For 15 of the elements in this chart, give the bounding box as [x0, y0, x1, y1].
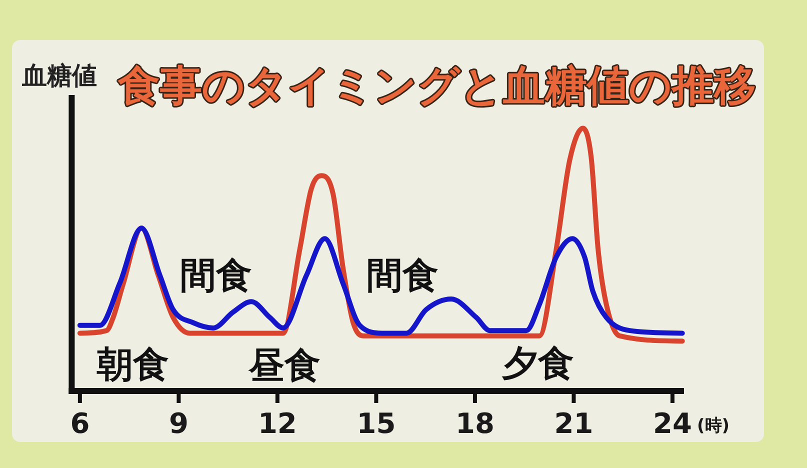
x-tick-label: 24 [652, 407, 692, 440]
annotation: 夕食 [501, 344, 574, 384]
annotation: 朝食 [96, 344, 169, 386]
x-tick-label: 21 [554, 407, 594, 440]
y-axis-title: 血糖値 [21, 61, 97, 90]
x-tick-label: 15 [356, 407, 396, 440]
annotation: 間食 [366, 256, 438, 296]
x-tick-label: 6 [70, 407, 90, 440]
x-tick-label: 12 [258, 407, 297, 440]
annotation: 昼食 [248, 346, 320, 386]
x-tick-label: 18 [455, 407, 494, 440]
annotation: 間食 [180, 256, 252, 296]
x-tick-label: 9 [168, 407, 188, 440]
chart-title: 食事のタイミングと血糖値の推移 [117, 61, 756, 110]
x-axis-title: (時) [697, 416, 730, 436]
